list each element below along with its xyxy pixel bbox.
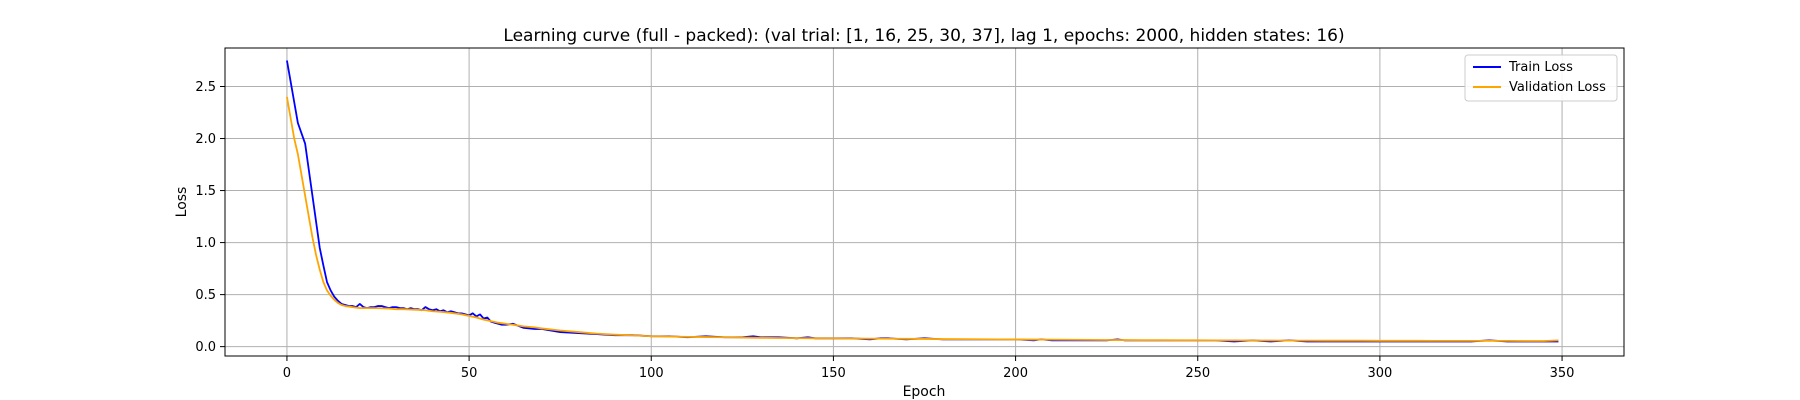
x-tick-label: 350 <box>1550 366 1575 381</box>
y-axis-label: Loss <box>174 187 190 218</box>
legend: Train Loss Validation Loss <box>1464 54 1618 102</box>
x-tick-label: 50 <box>461 366 478 381</box>
plot-frame <box>224 47 1625 357</box>
y-tick-label: 0.0 <box>195 340 216 355</box>
y-tick-label: 0.5 <box>195 288 216 303</box>
x-tick-label: 0 <box>283 366 291 381</box>
x-tick-label: 250 <box>1185 366 1210 381</box>
legend-box <box>1464 54 1618 102</box>
y-tick-label: 1.5 <box>195 184 216 199</box>
x-tick-label: 300 <box>1367 366 1392 381</box>
series-lines <box>286 60 1559 343</box>
series-line-0 <box>286 60 1559 343</box>
x-axis-ticks: 0 50 100 150 200 250 300 350 <box>283 356 1575 381</box>
grid <box>225 48 1624 356</box>
y-tick-label: 1.0 <box>195 236 216 251</box>
x-tick-label: 100 <box>639 366 664 381</box>
series-line-1 <box>286 96 1559 342</box>
legend-label-train-loss: Train Loss <box>1508 60 1573 75</box>
x-tick-label: 150 <box>821 366 846 381</box>
x-tick-label: 200 <box>1003 366 1028 381</box>
chart-title: Learning curve (full - packed): (val tri… <box>503 26 1344 46</box>
x-axis-label: Epoch <box>903 384 946 400</box>
y-tick-label: 2.5 <box>195 80 216 95</box>
y-axis-ticks: 0.0 0.5 1.0 1.5 2.0 2.5 <box>195 80 225 355</box>
legend-label-validation-loss: Validation Loss <box>1509 80 1606 95</box>
y-tick-label: 2.0 <box>195 132 216 147</box>
